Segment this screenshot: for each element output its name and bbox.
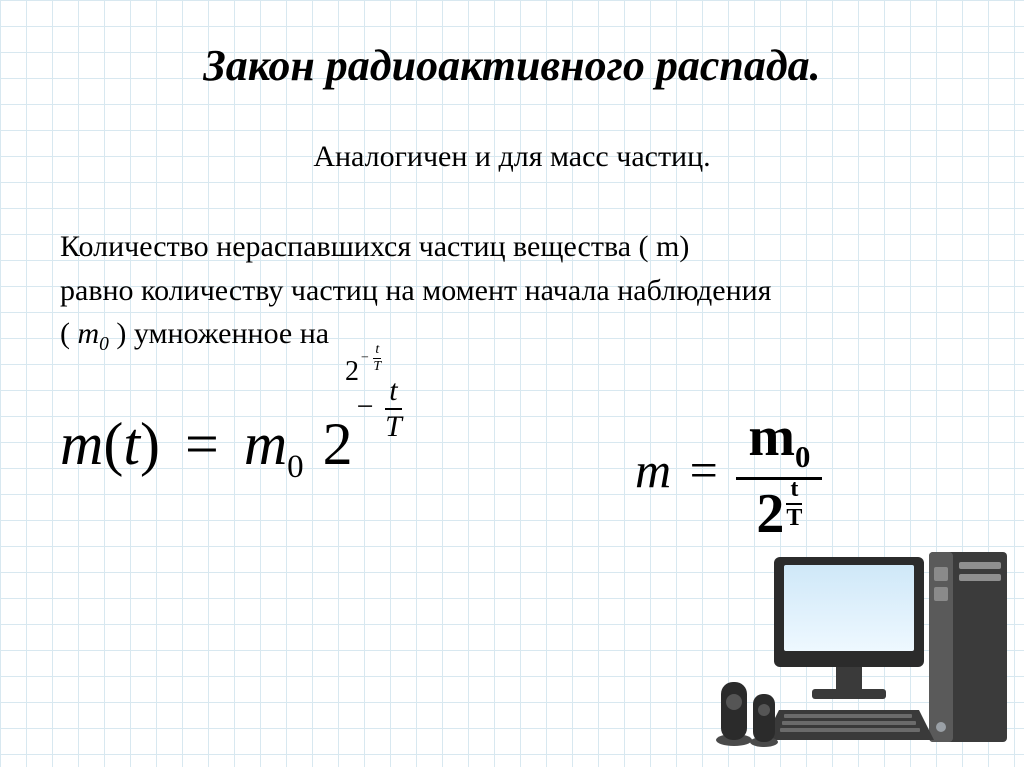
- computer-icon: [704, 532, 1014, 752]
- page-title: Закон радиоактивного распада.: [0, 40, 1024, 91]
- body-line1-var: m: [656, 230, 679, 263]
- formula-small-minus: −: [361, 351, 369, 366]
- title-text: Закон радиоактивного распада.: [203, 41, 820, 90]
- formula-right: m = m0 2 t T: [635, 405, 822, 546]
- formula-small-num: t: [373, 342, 381, 358]
- formula-small-den: T: [373, 358, 381, 375]
- subtitle-text: Аналогичен и для масс частиц.: [313, 140, 710, 173]
- fl-exp-den: T: [385, 408, 402, 444]
- body-line3-a: (: [60, 317, 78, 350]
- fl-t: t: [123, 411, 140, 477]
- body-line3-sub: 0: [99, 334, 109, 355]
- body-line2: равно количеству частиц на момент начала…: [60, 274, 771, 307]
- fl-m0-sub: 0: [287, 449, 304, 485]
- fl-base2: 2: [323, 411, 353, 477]
- fr-den-exp-num: t: [786, 476, 802, 503]
- page-subtitle: Аналогичен и для масс частиц.: [0, 140, 1024, 174]
- fl-exp-minus: −: [357, 390, 374, 423]
- fl-close: ): [140, 411, 160, 477]
- slide-page: Закон радиоактивного распада. Аналогичен…: [0, 0, 1024, 767]
- formula-left: m(t) = m0 2 − t T: [60, 410, 402, 486]
- fl-m: m: [60, 411, 103, 477]
- fr-m: m: [635, 442, 671, 498]
- fr-num-sub: 0: [795, 440, 810, 474]
- body-line1-b: ): [679, 230, 689, 263]
- fl-open: (: [103, 411, 123, 477]
- fl-eq: =: [185, 411, 219, 477]
- fr-num-m: m: [748, 406, 795, 468]
- fr-den-exp-den: T: [786, 503, 802, 532]
- body-paragraph: Количество нераспавшихся частиц вещества…: [60, 225, 970, 359]
- fl-m0-m: m: [244, 411, 287, 477]
- body-line3-b: ) умноженное на: [109, 317, 329, 350]
- computer-illustration: [704, 532, 1014, 757]
- fl-exp-num: t: [385, 374, 402, 408]
- body-line3-var: m: [78, 317, 100, 350]
- fr-eq: =: [690, 442, 718, 498]
- body-line1-a: Количество нераспавшихся частиц вещества…: [60, 230, 656, 263]
